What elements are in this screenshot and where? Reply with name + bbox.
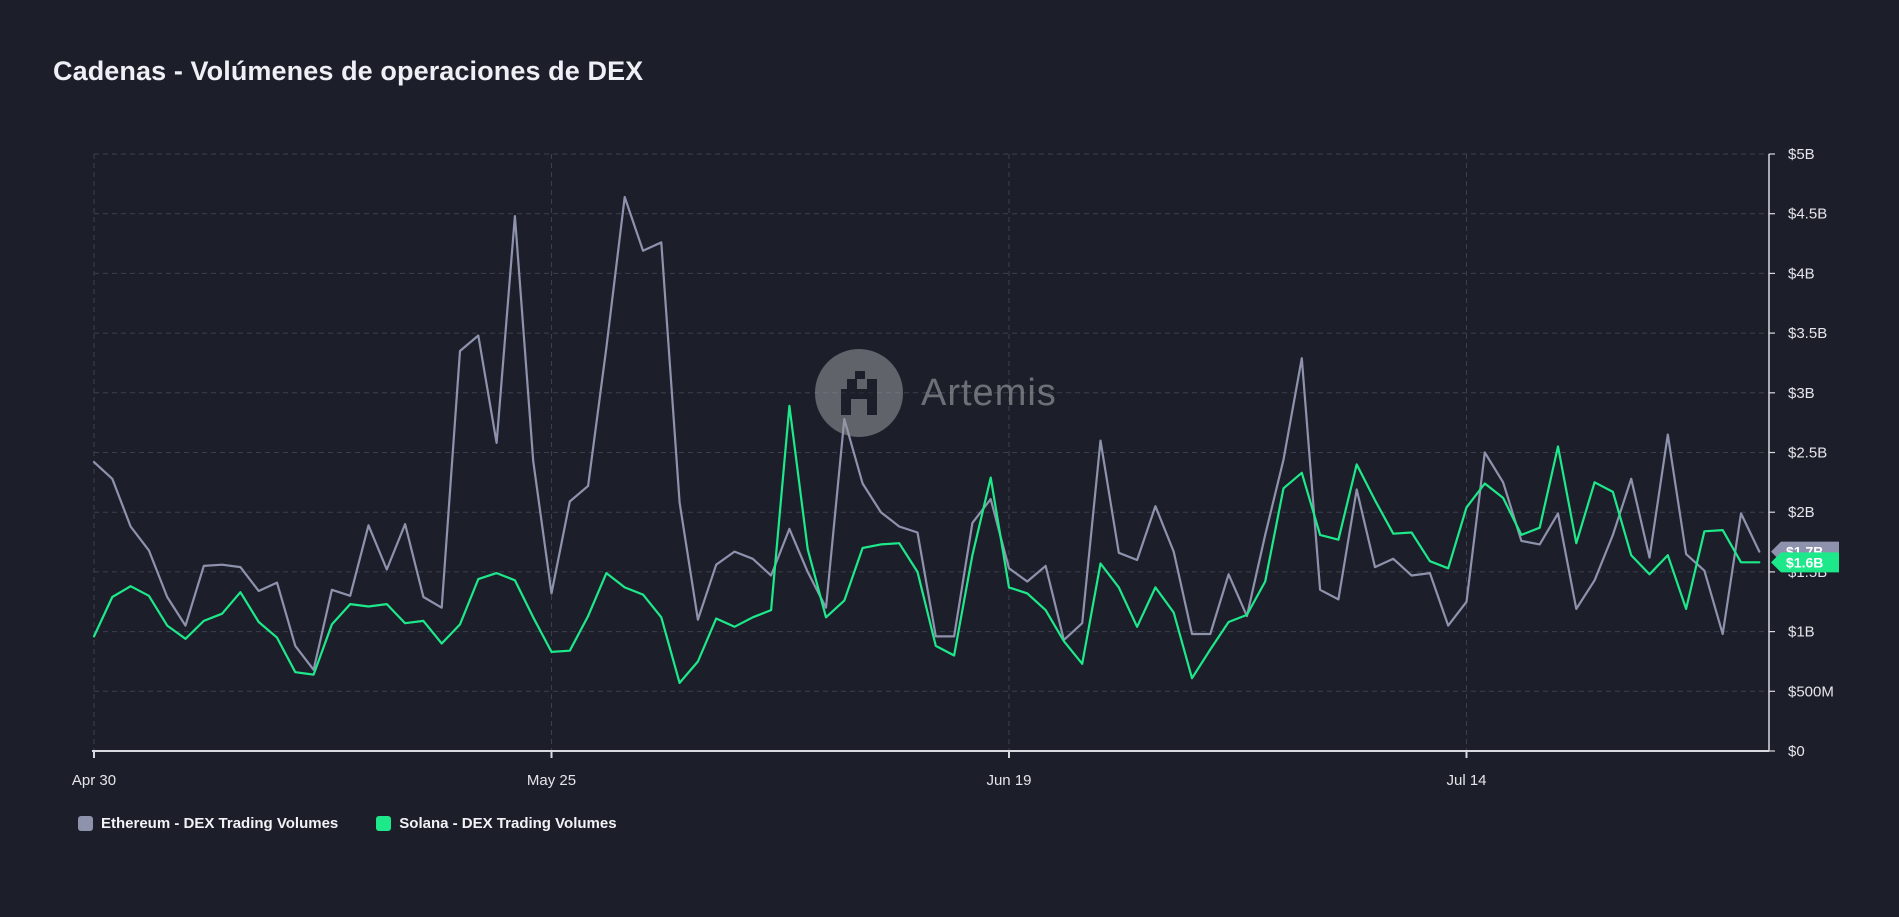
y-tick-label: $0	[1788, 743, 1805, 760]
watermark-text: Artemis	[921, 371, 1057, 414]
chart-title: Cadenas - Volúmenes de operaciones de DE…	[53, 56, 644, 86]
legend-swatch-solana	[376, 816, 392, 831]
legend-item-solana[interactable]: Solana - DEX Trading Volumes	[376, 815, 617, 832]
chart-legend: Ethereum - DEX Trading Volumes Solana - …	[78, 815, 617, 832]
x-tick-label: May 25	[527, 772, 576, 789]
artemis-logo-icon	[815, 349, 903, 437]
series-line-solana	[92, 404, 1761, 685]
y-tick-label: $3B	[1788, 385, 1815, 402]
y-tick-label: $4B	[1788, 265, 1815, 282]
x-tick-label: Apr 30	[72, 772, 116, 789]
x-tick-label: Jul 14	[1446, 772, 1486, 789]
end-value-label: $1.6B	[1786, 554, 1823, 570]
y-tick-label: $5B	[1788, 146, 1815, 163]
y-tick-label: $3.5B	[1788, 325, 1827, 342]
y-tick-label: $1B	[1788, 624, 1815, 641]
artemis-watermark: Artemis	[815, 349, 1057, 437]
legend-label-ethereum: Ethereum - DEX Trading Volumes	[101, 815, 339, 832]
x-tick-label: Jun 19	[986, 772, 1031, 789]
legend-label-solana: Solana - DEX Trading Volumes	[399, 815, 617, 832]
end-value-badge-solana: $1.6B	[1771, 552, 1839, 573]
y-tick-label: $2B	[1788, 504, 1815, 521]
y-tick-label: $500M	[1788, 683, 1834, 700]
legend-swatch-ethereum	[78, 816, 93, 831]
legend-item-ethereum[interactable]: Ethereum - DEX Trading Volumes	[78, 815, 338, 832]
y-tick-label: $4.5B	[1788, 206, 1827, 223]
y-tick-label: $2.5B	[1788, 445, 1827, 462]
series-line-ethereum	[92, 195, 1761, 671]
end-value-badge-shape	[1771, 552, 1839, 573]
